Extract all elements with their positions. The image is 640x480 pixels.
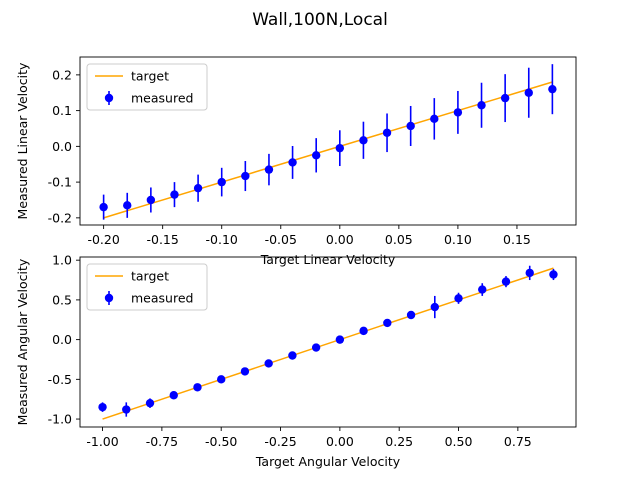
data-point xyxy=(145,398,155,408)
data-point xyxy=(525,268,534,278)
angular-velocity-plot: -1.00 -0.75 -0.50 -0.25 0.00 0.25 0.50 0.75 -1.0… xyxy=(15,253,577,469)
data-point xyxy=(359,136,368,145)
x-tick-label: 0.10 xyxy=(444,232,472,247)
data-point xyxy=(193,183,203,193)
data-point xyxy=(406,121,415,131)
x-tick-label: -0.50 xyxy=(205,434,237,449)
data-point xyxy=(335,335,345,344)
y-tick-label: 0.2 xyxy=(52,67,72,82)
x-axis-label: Target Angular Velocity xyxy=(255,454,401,469)
data-point xyxy=(501,277,511,286)
x-tick-label: 0.50 xyxy=(445,434,473,449)
y-tick-label: 0.5 xyxy=(52,292,72,307)
y-tick-label: 1.0 xyxy=(52,253,72,268)
y-axis-label: Measured Linear Velocity xyxy=(15,62,30,219)
data-point xyxy=(454,294,463,303)
y-tick-label: 0.0 xyxy=(52,139,72,154)
data-point xyxy=(98,402,107,412)
y-tick-label: 0.0 xyxy=(52,332,72,347)
axes-frame xyxy=(79,56,577,226)
data-point xyxy=(193,383,202,392)
x-tick-label: 0.25 xyxy=(385,434,413,449)
data-point xyxy=(288,158,297,167)
data-point xyxy=(548,84,557,94)
data-point xyxy=(311,151,321,160)
data-point xyxy=(430,302,439,312)
data-point xyxy=(500,93,510,103)
data-point xyxy=(453,108,463,117)
data-point xyxy=(264,165,274,174)
x-tick-label: -0.05 xyxy=(265,232,297,247)
data-point xyxy=(99,202,108,212)
x-tick-label: -1.00 xyxy=(86,434,118,449)
x-tick-label: 0.75 xyxy=(504,434,532,449)
figure-suptitle: Wall,100N,Local xyxy=(252,10,388,30)
data-point xyxy=(549,270,558,279)
legend-measured-label: measured xyxy=(131,91,193,106)
x-tick-label: -0.75 xyxy=(146,434,178,449)
data-point xyxy=(217,375,226,384)
linear-velocity-plot: -0.20 -0.15 -0.10 -0.05 0.00 0.05 0.10 0.15 -0.2… xyxy=(15,56,577,267)
y-tick-label: -0.2 xyxy=(48,210,72,225)
x-tick-label: 0.15 xyxy=(503,232,531,247)
data-point xyxy=(335,143,345,153)
x-tick-label: -0.20 xyxy=(87,232,119,247)
data-point xyxy=(478,285,487,294)
x-tick-label: 0.00 xyxy=(326,232,354,247)
data-point xyxy=(477,101,486,110)
x-tick-label: -0.10 xyxy=(206,232,238,247)
data-point xyxy=(383,318,392,328)
data-point xyxy=(240,367,250,376)
data-point xyxy=(359,326,368,336)
data-point xyxy=(170,190,179,199)
y-tick-label: -1.0 xyxy=(48,412,72,427)
legend-measured-label: measured xyxy=(131,291,193,306)
y-tick-label: 0.1 xyxy=(52,103,72,118)
legend: target measured xyxy=(86,63,208,111)
data-point xyxy=(169,391,178,400)
legend-measured-marker xyxy=(104,293,114,303)
x-tick-label: 0.00 xyxy=(326,434,354,449)
x-axis-label: Target Linear Velocity xyxy=(260,252,396,267)
legend: target measured xyxy=(86,263,208,311)
data-point xyxy=(146,195,156,205)
legend-target-label: target xyxy=(131,69,169,84)
legend-target-label: target xyxy=(131,269,169,284)
data-point xyxy=(122,405,131,414)
data-point xyxy=(311,343,321,352)
data-point xyxy=(264,359,273,368)
data-point xyxy=(217,177,226,187)
y-tick-label: -0.5 xyxy=(48,372,72,387)
legend-measured-marker xyxy=(104,93,114,103)
data-point xyxy=(123,201,132,210)
y-axis-label: Measured Angular Velocity xyxy=(15,258,30,425)
data-point xyxy=(382,128,392,137)
x-tick-label: -0.25 xyxy=(264,434,296,449)
data-point xyxy=(288,351,297,360)
data-point xyxy=(241,171,250,181)
data-point xyxy=(406,310,416,320)
axes-frame xyxy=(79,256,577,428)
data-point xyxy=(524,88,533,97)
y-tick-label: -0.1 xyxy=(48,175,72,190)
x-tick-label: 0.05 xyxy=(385,232,413,247)
data-point xyxy=(430,114,439,124)
x-tick-label: -0.15 xyxy=(146,232,178,247)
